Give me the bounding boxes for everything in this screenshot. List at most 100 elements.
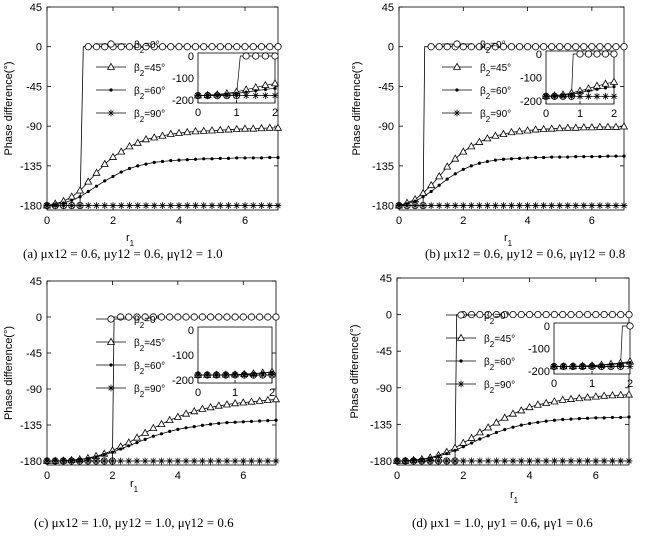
data-point-dot-shape (268, 155, 272, 160)
data-point-asterisk-shape (475, 202, 483, 209)
data-point-asterisk (426, 457, 434, 465)
data-point-asterisk-shape (526, 457, 533, 465)
inset-point-asterisk-shape (268, 371, 276, 379)
legend-label-part: β (134, 384, 140, 395)
inset-point-asterisk (542, 92, 550, 100)
data-point-triangle-shape (174, 128, 184, 137)
inset-y-tick-label: -100 (520, 73, 542, 85)
legend-label-part: 2 (140, 390, 145, 399)
legend-label-part: =90° (144, 384, 165, 395)
data-point-asterisk (51, 457, 59, 465)
data-point-triangle-shape (467, 142, 476, 150)
data-point-triangle-shape (435, 172, 444, 180)
data-point-dot-shape (577, 417, 581, 421)
legend-marker-triangle-shape (106, 337, 116, 345)
legend-label-part: =0° (494, 311, 509, 322)
data-point-triangle-shape (571, 123, 580, 131)
legend-label-part: 2 (140, 46, 145, 55)
legend-marker-dot-shape (109, 363, 113, 367)
legend-label: β2=45° (484, 334, 515, 349)
inset-point-asterisk (598, 363, 605, 370)
series-dot (397, 154, 626, 208)
data-point-circle-shape (492, 310, 501, 319)
data-point-circle (247, 313, 256, 321)
legend-label-part: 2 (490, 363, 495, 372)
data-point-circle-shape (101, 43, 109, 51)
inset-x-tick-label: 2 (269, 387, 275, 399)
legend-label-part: β (480, 63, 486, 74)
data-point-triangle-shape (263, 395, 272, 403)
data-point-circle (257, 43, 266, 51)
data-point-asterisk-shape (401, 457, 409, 465)
data-point-dot (590, 155, 594, 159)
data-point-asterisk (84, 457, 92, 465)
inset-y-tick-label: 0 (536, 49, 542, 61)
legend-label-part: 2 (140, 344, 145, 353)
data-point-dot (509, 157, 514, 161)
data-point-circle (182, 313, 190, 321)
data-point-asterisk (109, 202, 117, 209)
data-point-triangle (257, 123, 266, 132)
data-point-dot-shape (193, 157, 198, 161)
data-point-circle (612, 43, 620, 51)
series-circle (395, 43, 628, 210)
data-point-asterisk (215, 457, 223, 465)
data-point-circle (604, 43, 612, 51)
inset-x-tick-label: 0 (195, 387, 201, 399)
inset-point-asterisk (231, 371, 239, 379)
inset-y-tick-label: -200 (528, 366, 550, 378)
data-point-asterisk-shape (256, 457, 264, 465)
data-point-triangle (547, 124, 556, 132)
data-point-dot-shape (78, 195, 82, 199)
data-point-triangle (150, 133, 159, 141)
inset-point-circle (584, 50, 593, 58)
data-point-triangle-shape (231, 398, 240, 407)
data-point-dot (119, 447, 123, 451)
data-point-circle (525, 310, 534, 319)
data-point-triangle-shape (467, 433, 476, 441)
inset-point-asterisk (203, 371, 211, 379)
data-point-dot (536, 420, 540, 424)
data-point-asterisk-shape (264, 457, 272, 465)
data-point-asterisk (158, 457, 165, 465)
inset-point-asterisk-shape (610, 92, 618, 100)
data-point-dot-shape (243, 156, 247, 160)
inset-x-tick-label: 1 (232, 387, 238, 399)
inset-point-asterisk (551, 92, 558, 100)
data-point-dot (274, 418, 278, 422)
data-point-dot-shape (127, 444, 131, 448)
data-point-dot-shape (486, 434, 490, 438)
legend: β2=0°β2=45°β2=60°β2=90° (442, 40, 511, 124)
data-point-circle (501, 310, 509, 319)
inset-point-circle (576, 50, 584, 58)
data-point-asterisk-shape (216, 202, 224, 209)
data-point-circle (190, 313, 198, 321)
y-tick-label: 45 (30, 276, 42, 288)
data-point-dot (276, 155, 280, 160)
data-point-triangle-shape (214, 401, 223, 409)
data-point-circle (117, 43, 125, 51)
inset-point-asterisk-shape (576, 92, 584, 100)
data-point-asterisk-shape (609, 457, 616, 465)
data-point-triangle-shape (199, 126, 208, 134)
data-point-triangle-shape (507, 127, 516, 136)
inset-point-circle (271, 52, 279, 60)
data-point-dot-shape (136, 164, 140, 168)
data-point-circle (133, 313, 141, 321)
legend-marker-dot (109, 363, 113, 367)
data-point-asterisk (517, 457, 525, 465)
data-point-dot (437, 183, 441, 187)
data-point-dot (469, 441, 474, 445)
data-point-asterisk (556, 202, 564, 209)
data-point-asterisk-shape (101, 202, 109, 209)
y-axis-label: Phase difference(°) (349, 324, 361, 418)
data-point-asterisk-shape (249, 202, 257, 209)
inset-point-asterisk (194, 92, 202, 99)
data-point-asterisk (492, 202, 499, 209)
data-point-asterisk-shape (158, 457, 165, 465)
data-point-circle-shape (200, 43, 208, 51)
data-point-triangle-shape (475, 428, 484, 436)
